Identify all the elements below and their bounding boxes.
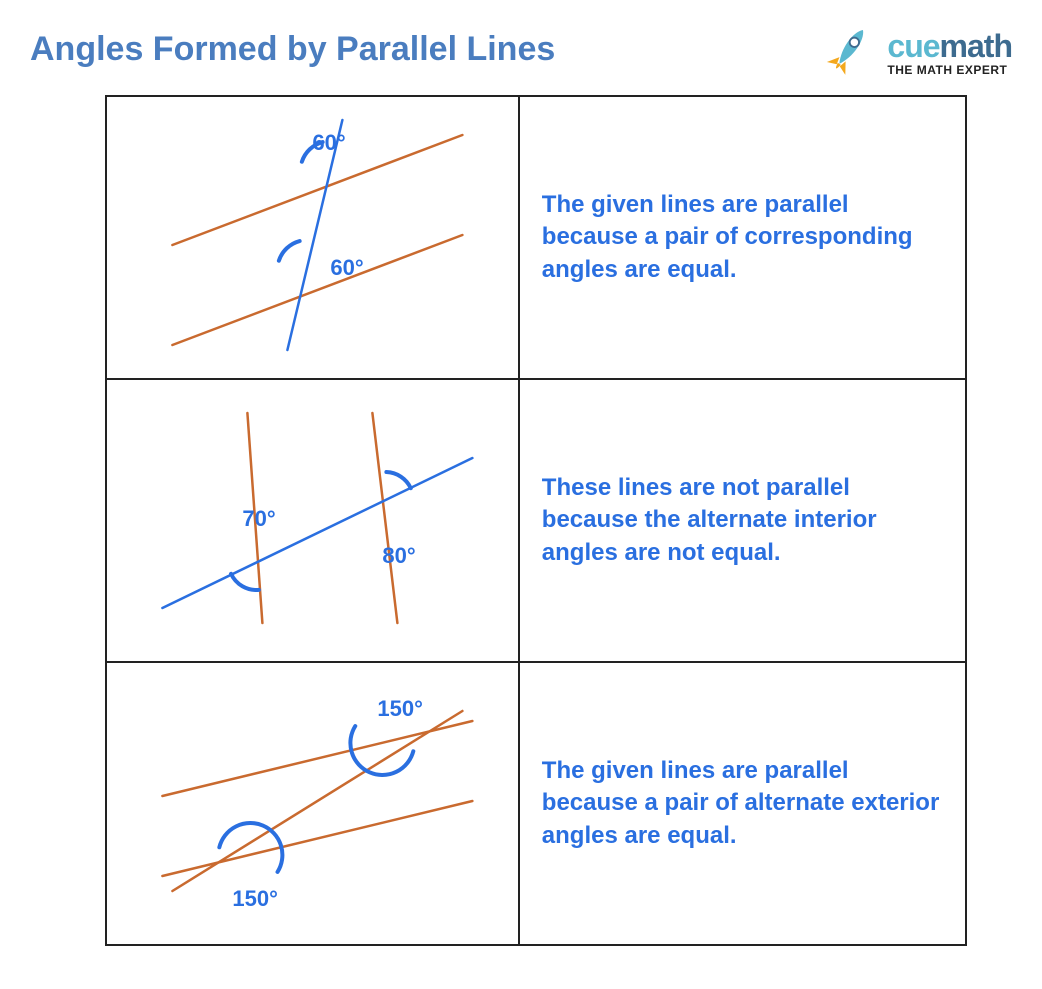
diagram-svg: 150° 150° bbox=[129, 681, 496, 921]
angle-label: 60° bbox=[330, 255, 363, 280]
line bbox=[372, 413, 397, 623]
content-table: 60° 60° The given lines are parallel becau… bbox=[105, 95, 967, 946]
diagram-cell: 60° 60° bbox=[106, 96, 519, 379]
diagram-svg: 70° 80° bbox=[129, 398, 496, 638]
logo-math: math bbox=[940, 28, 1012, 64]
content-table-wrap: 60° 60° The given lines are parallel becau… bbox=[0, 95, 1042, 966]
diagram-svg: 60° 60° bbox=[129, 115, 496, 355]
description-cell: The given lines are parallel because a p… bbox=[519, 662, 966, 945]
diagram-cell: 150° 150° bbox=[106, 662, 519, 945]
angle-arc bbox=[219, 823, 282, 872]
angle-label: 60° bbox=[312, 130, 345, 155]
table-row: 60° 60° The given lines are parallel becau… bbox=[106, 96, 966, 379]
diagram-cell: 70° 80° bbox=[106, 379, 519, 662]
angle-arc bbox=[279, 241, 300, 261]
description-cell: The given lines are parallel because a p… bbox=[519, 96, 966, 379]
angle-label: 150° bbox=[377, 696, 423, 721]
description-cell: These lines are not parallel because the… bbox=[519, 379, 966, 662]
angle-arc bbox=[386, 472, 410, 488]
angle-label: 70° bbox=[242, 506, 275, 531]
logo-cue: cue bbox=[887, 28, 939, 64]
logo-text: cuemath THE MATH EXPERT bbox=[887, 30, 1012, 76]
angle-arc bbox=[350, 726, 413, 775]
logo: cuemath THE MATH EXPERT bbox=[819, 20, 1012, 85]
line bbox=[162, 801, 472, 876]
angle-label: 80° bbox=[382, 543, 415, 568]
table-row: 70° 80° These lines are not parallel becau… bbox=[106, 379, 966, 662]
table-row: 150° 150° The given lines are parallel bec… bbox=[106, 662, 966, 945]
line bbox=[172, 235, 462, 345]
angle-label: 150° bbox=[232, 886, 278, 911]
line bbox=[162, 458, 472, 608]
angle-arc bbox=[231, 574, 259, 590]
rocket-icon bbox=[819, 20, 879, 85]
page-title: Angles Formed by Parallel Lines bbox=[30, 20, 555, 69]
header: Angles Formed by Parallel Lines cuemath … bbox=[0, 0, 1042, 95]
line bbox=[172, 711, 462, 891]
logo-tagline: THE MATH EXPERT bbox=[887, 64, 1012, 76]
